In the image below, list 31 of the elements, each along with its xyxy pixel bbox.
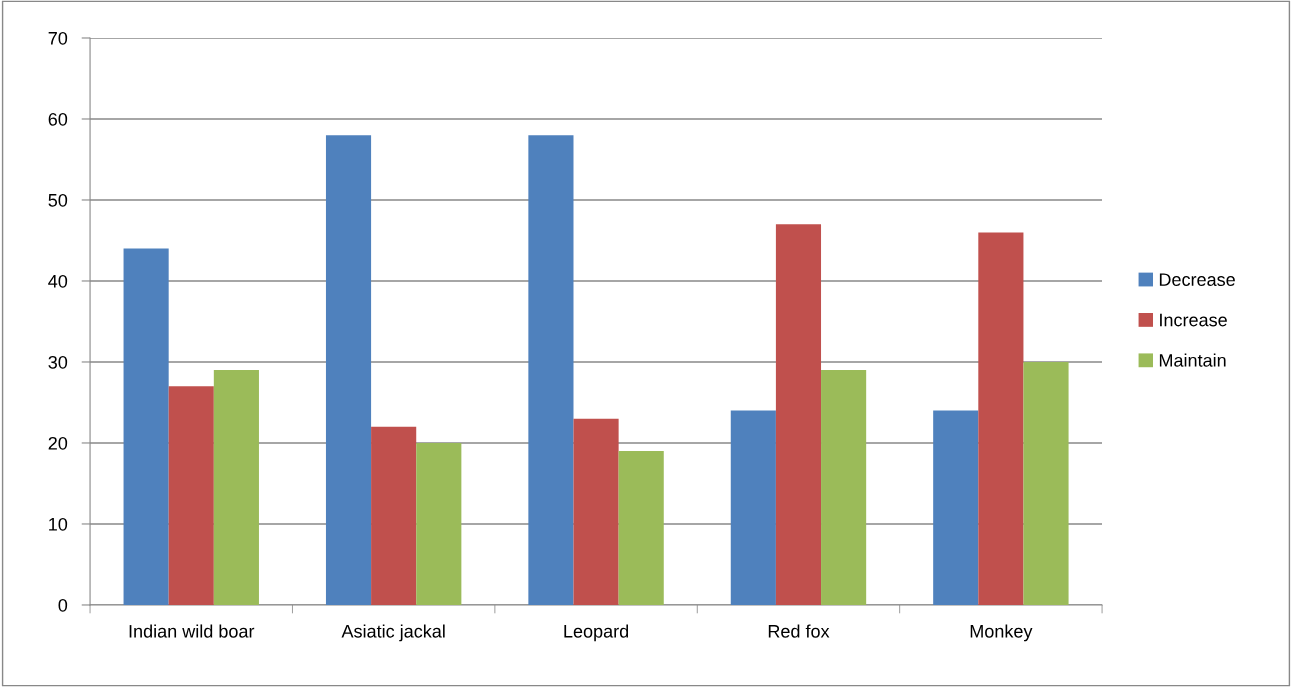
y-tick-label: 70 xyxy=(48,31,68,45)
bar xyxy=(573,418,619,605)
bar xyxy=(213,370,259,605)
bar xyxy=(933,410,979,605)
bar xyxy=(123,248,169,605)
y-tick-label: 20 xyxy=(48,436,68,450)
bar xyxy=(775,224,822,605)
y-tick-label: 0 xyxy=(58,598,68,612)
y-tick-label: 50 xyxy=(48,193,68,207)
bar xyxy=(325,135,372,605)
bar xyxy=(978,232,1024,605)
x-tick-label: Asiatic jackal xyxy=(341,624,445,642)
bar xyxy=(821,370,867,605)
bar xyxy=(371,426,417,605)
legend-label: Increase xyxy=(1160,313,1227,327)
y-tick-label: 60 xyxy=(48,112,68,126)
x-tick-label: Red fox xyxy=(768,624,830,638)
y-tick-label: 30 xyxy=(48,355,68,369)
bar xyxy=(528,135,574,605)
bar xyxy=(730,410,776,605)
bar xyxy=(1023,361,1069,605)
legend-label: Maintain xyxy=(1159,353,1226,367)
y-tick-label: 40 xyxy=(48,274,68,288)
bar xyxy=(618,451,664,605)
bar xyxy=(416,442,462,605)
x-tick-label: Indian wild boar xyxy=(129,624,255,638)
x-tick-label: Monkey xyxy=(970,624,1033,642)
legend-label: Decrease xyxy=(1159,273,1235,286)
bar xyxy=(168,386,214,605)
y-tick-label: 10 xyxy=(49,517,68,531)
x-tick-label: Leopard xyxy=(564,624,629,642)
